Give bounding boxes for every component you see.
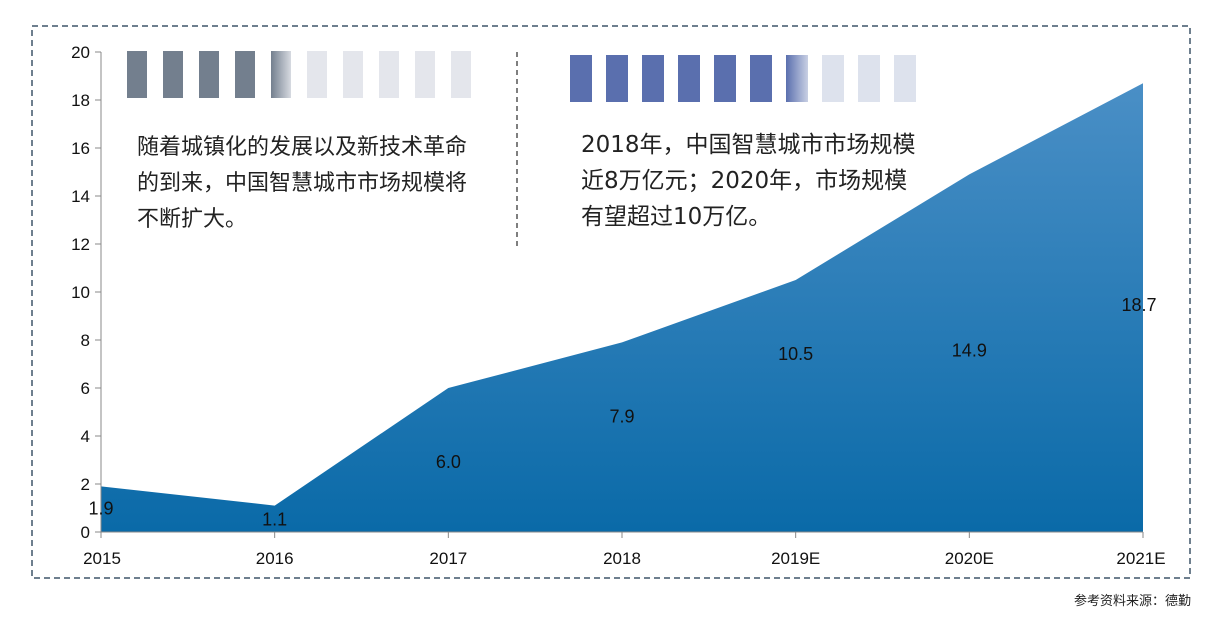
annotation-left: 随着城镇化的发展以及新技术革命的到来，中国智慧城市市场规模将不断扩大。 <box>137 135 468 232</box>
y-tick-label: 10 <box>71 283 90 302</box>
data-labels: 1.9 1.1 6.0 7.9 10.5 14.9 18.7 <box>88 295 1156 529</box>
decor-block <box>199 51 219 98</box>
x-tick-label: 2020E <box>945 549 994 568</box>
y-tick-label: 12 <box>71 235 90 254</box>
data-label: 1.1 <box>262 510 287 530</box>
decor-block <box>642 55 664 102</box>
decor-block <box>379 51 399 98</box>
decor-block <box>750 55 772 102</box>
x-tick-label: 2017 <box>429 549 467 568</box>
decor-block <box>271 51 291 98</box>
source-note: 参考资料来源：德勤 <box>1073 594 1191 609</box>
x-tick-label: 2019E <box>771 549 820 568</box>
x-tick-label: 2016 <box>256 549 294 568</box>
decor-block <box>570 55 592 102</box>
y-tick-label: 0 <box>81 523 90 542</box>
decor-block <box>163 51 183 98</box>
data-label: 10.5 <box>778 344 813 364</box>
dashed-frame <box>31 25 1191 579</box>
y-tick-label: 16 <box>71 139 90 158</box>
annotation-right: 2018年，中国智慧城市市场规模近8万亿元；2020年，市场规模有望超过10万亿… <box>581 132 916 230</box>
decor-block <box>127 51 147 98</box>
area-series <box>101 83 1143 532</box>
y-axis: 0 2 4 6 8 10 12 14 16 18 20 <box>71 43 101 542</box>
y-tick-label: 4 <box>81 427 90 446</box>
decor-block <box>307 51 327 98</box>
y-tick-label: 2 <box>81 475 90 494</box>
x-axis: 2015 2016 2017 2018 2019E 2020E 2021E <box>83 532 1166 568</box>
decor-block <box>678 55 700 102</box>
decor-block <box>894 55 916 102</box>
y-tick-label: 8 <box>81 331 90 350</box>
decor-block <box>714 55 736 102</box>
decor-block <box>343 51 363 98</box>
decor-block <box>451 51 471 98</box>
decorative-blocks-right <box>570 55 916 102</box>
y-tick-label: 20 <box>71 43 90 62</box>
decor-block <box>858 55 880 102</box>
data-label: 6.0 <box>436 452 461 472</box>
decor-block <box>786 55 808 102</box>
y-tick-label: 18 <box>71 91 90 110</box>
x-tick-label: 2018 <box>603 549 641 568</box>
x-tick-label: 2021E <box>1116 549 1165 568</box>
data-label: 18.7 <box>1121 295 1156 315</box>
decor-block <box>235 51 255 98</box>
data-label: 14.9 <box>952 340 987 360</box>
decor-block <box>415 51 435 98</box>
decor-block <box>606 55 628 102</box>
decorative-blocks-left <box>127 51 471 98</box>
y-tick-label: 6 <box>81 379 90 398</box>
decor-block <box>822 55 844 102</box>
x-tick-label: 2015 <box>83 549 121 568</box>
y-tick-label: 14 <box>71 187 90 206</box>
data-label: 7.9 <box>609 406 634 426</box>
data-label: 1.9 <box>88 498 113 518</box>
